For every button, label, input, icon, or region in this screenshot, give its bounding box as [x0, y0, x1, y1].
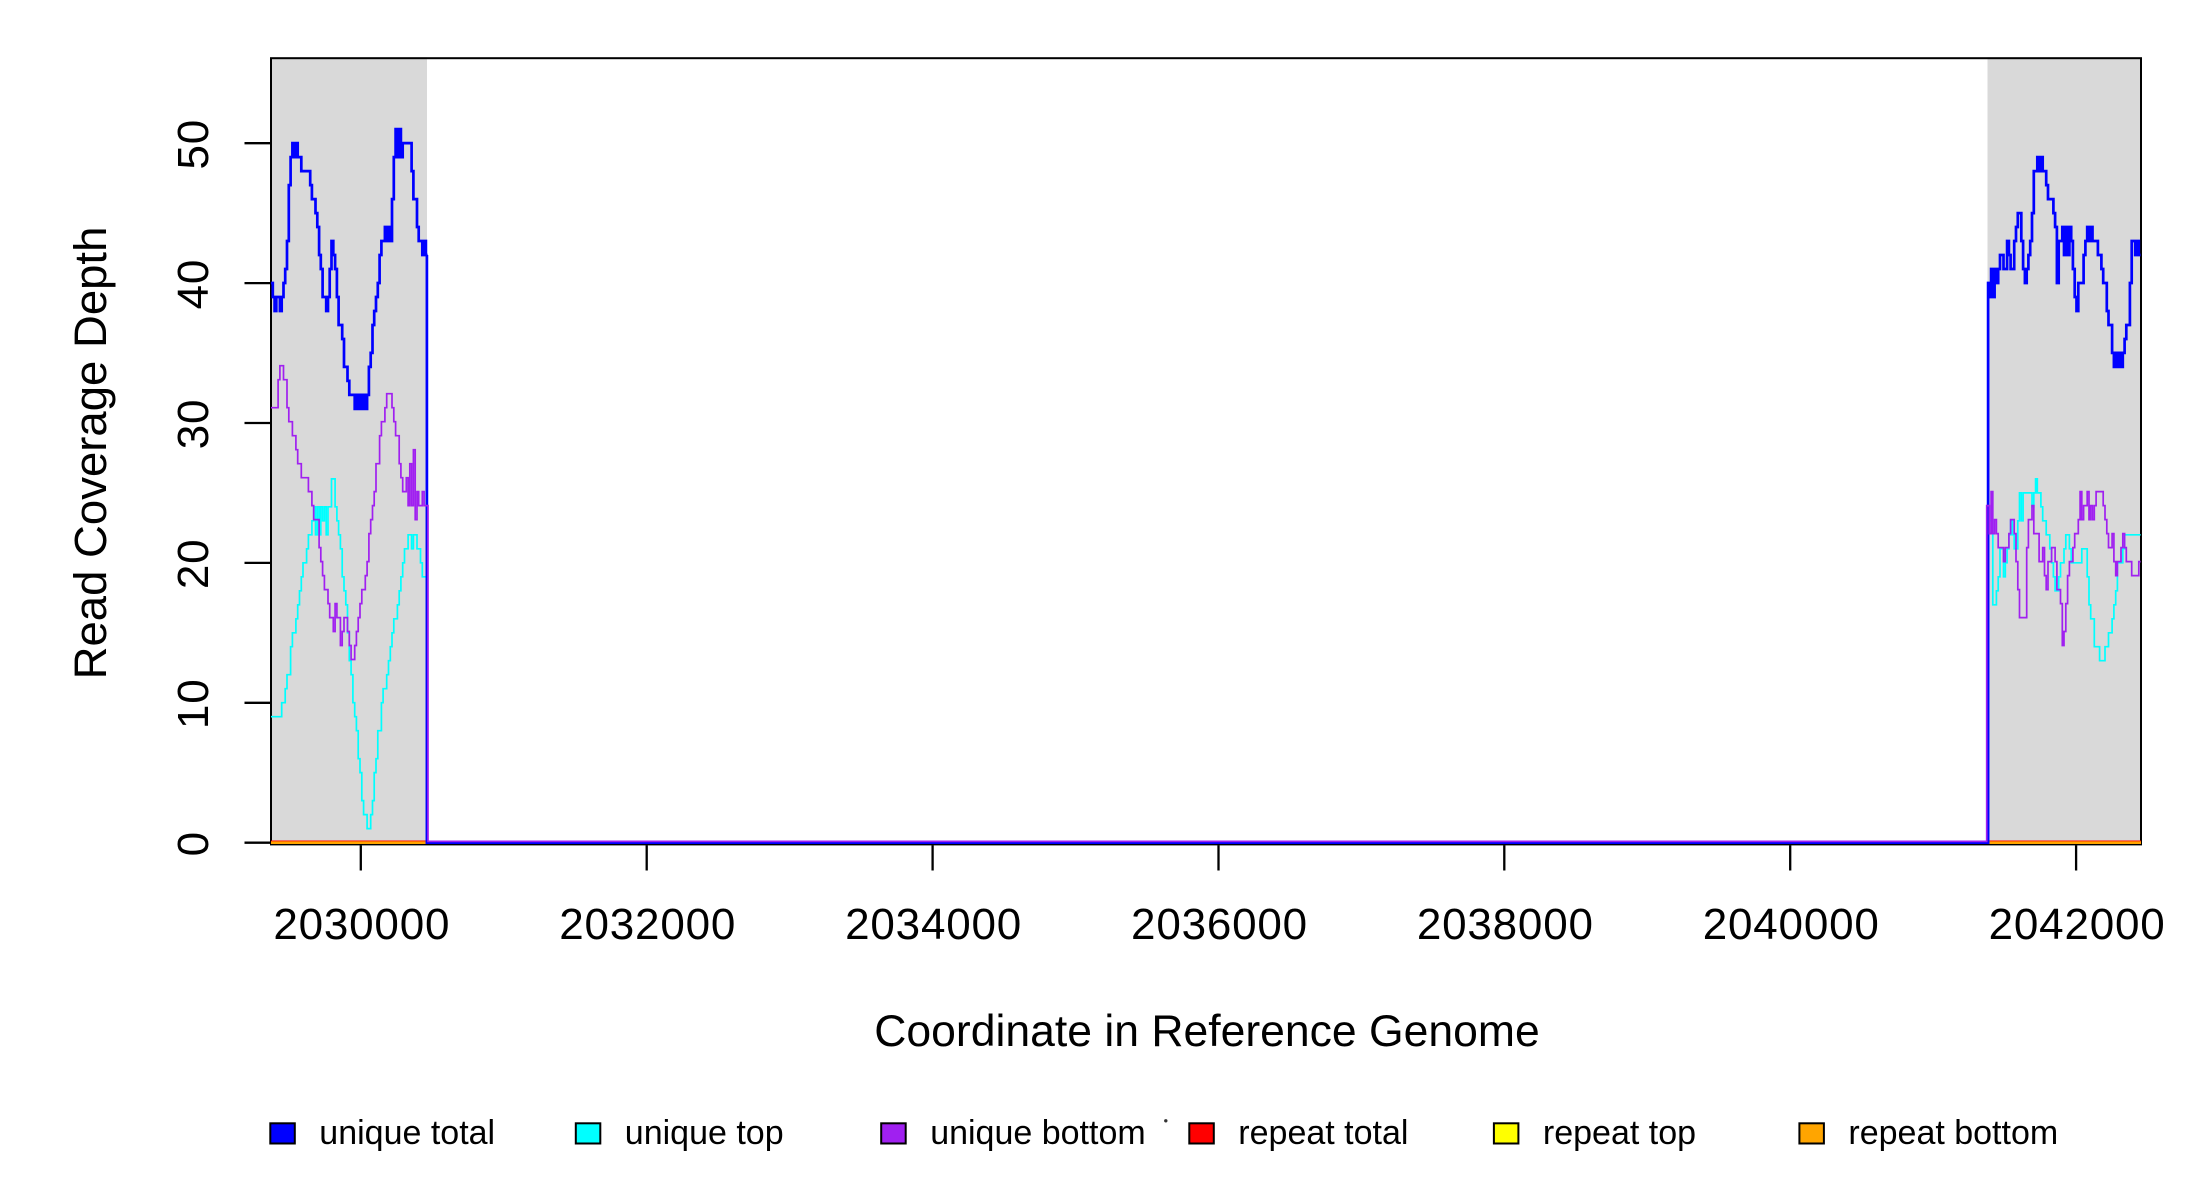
- svg-text:2030000: 2030000: [273, 900, 450, 949]
- svg-text:repeat top: repeat top: [1543, 1114, 1696, 1152]
- svg-text:50: 50: [169, 119, 218, 170]
- svg-text:unique bottom: unique bottom: [930, 1114, 1145, 1152]
- svg-text:repeat total: repeat total: [1238, 1114, 1408, 1152]
- svg-text:Read Coverage Depth: Read Coverage Depth: [65, 227, 116, 680]
- svg-text:2032000: 2032000: [559, 900, 736, 949]
- svg-text:40: 40: [169, 259, 218, 310]
- svg-text:2038000: 2038000: [1417, 900, 1594, 949]
- svg-text:0: 0: [169, 831, 218, 856]
- svg-text:unique total: unique total: [319, 1114, 495, 1152]
- svg-text:20: 20: [169, 539, 218, 590]
- svg-text:2036000: 2036000: [1131, 900, 1308, 949]
- svg-text:2034000: 2034000: [845, 900, 1022, 949]
- svg-text:2040000: 2040000: [1703, 900, 1880, 949]
- svg-text:Coordinate in Reference Genome: Coordinate in Reference Genome: [874, 1007, 1539, 1056]
- svg-text:10: 10: [169, 679, 218, 730]
- svg-text:2042000: 2042000: [1989, 900, 2166, 949]
- svg-text:30: 30: [169, 399, 218, 450]
- svg-text:unique top: unique top: [625, 1114, 784, 1152]
- svg-text:repeat bottom: repeat bottom: [1848, 1114, 2058, 1152]
